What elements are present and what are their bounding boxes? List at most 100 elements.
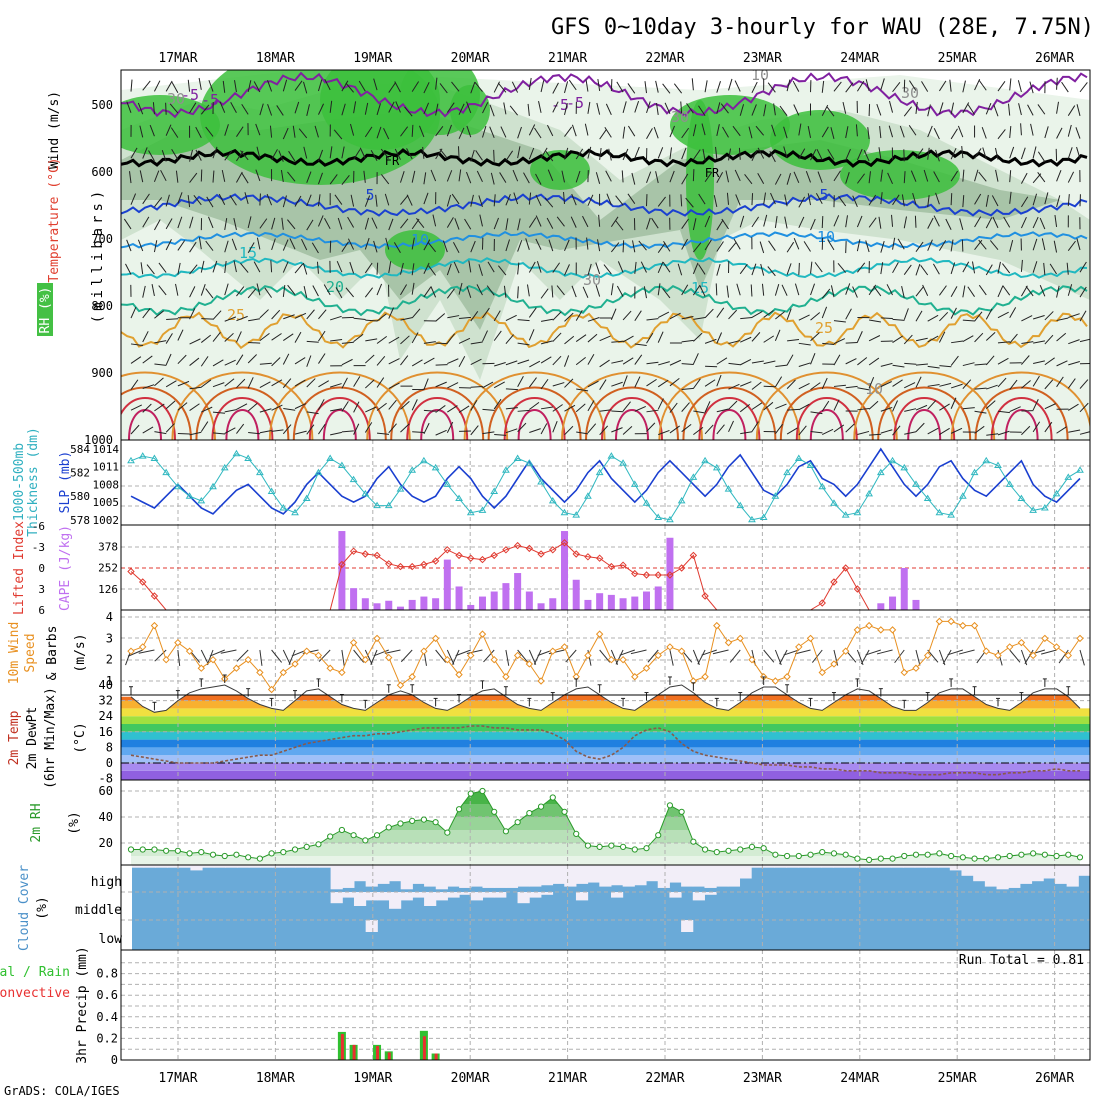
wind-barb [845, 148, 851, 161]
thickness-point [279, 504, 288, 511]
wind-barb [959, 218, 964, 231]
wind-barb [376, 262, 379, 275]
wind10m-barb [630, 649, 647, 655]
wind-barb [950, 427, 963, 434]
wind-barb [400, 284, 408, 296]
wind-barb [632, 240, 636, 253]
rh2m-point [526, 810, 533, 817]
wind-barb [208, 216, 214, 229]
wind-barb [435, 126, 444, 137]
wind-barb [1053, 240, 1058, 253]
wind10m-barb [209, 649, 225, 657]
thickness-point [771, 492, 780, 499]
wind-barb [423, 192, 429, 205]
wind-barb [306, 219, 314, 231]
date-label-top: 22MAR [645, 51, 684, 66]
cloud-clear-cell [599, 865, 612, 887]
wind-barb [478, 264, 483, 276]
wind10m-point [478, 630, 487, 638]
wind-barb [365, 319, 378, 322]
wind-barb [701, 123, 706, 136]
wind-barb [482, 381, 494, 389]
wind10m-point [595, 630, 604, 638]
cloud-clear-cell [353, 865, 367, 882]
wind-barb [412, 431, 425, 433]
wind-barb [604, 127, 612, 138]
contour-label: FR [705, 166, 720, 180]
contour-label: -5 [181, 86, 199, 104]
wind-barb [692, 218, 697, 231]
wind-barb [337, 217, 343, 230]
wind-barb [1067, 171, 1075, 183]
wind-barb [997, 285, 1004, 298]
wind-barb [482, 431, 495, 435]
wind-barb [587, 380, 599, 388]
wind-barb [282, 424, 292, 435]
wind10m-point [830, 660, 838, 668]
wind-barb [317, 79, 323, 92]
li-point [572, 550, 580, 558]
wind-barb [517, 262, 520, 275]
rh2m-point [936, 850, 943, 857]
wind-barb [517, 146, 521, 159]
wind-barb [775, 364, 788, 367]
wind-barb [493, 217, 499, 230]
wind-barb [798, 382, 810, 390]
wind-barb [686, 103, 694, 114]
wind-barb [287, 219, 296, 230]
wind-barb [394, 81, 401, 93]
wind-barb [505, 194, 511, 206]
li-point [549, 546, 557, 554]
cloud-clear-cell [938, 865, 951, 868]
wind10m-point [853, 626, 862, 634]
thickness-tick-label: 582 [70, 467, 90, 480]
wind-barb [388, 101, 395, 113]
wind-barb [248, 341, 261, 344]
wind-barb [845, 126, 849, 139]
wind-barb [451, 193, 460, 205]
wind-barb [833, 384, 846, 387]
wind-barb [289, 238, 296, 250]
wind-barb [627, 83, 636, 94]
wind-barb [200, 284, 206, 296]
wind-barb [852, 195, 858, 207]
rh2m-point [151, 846, 158, 853]
cloud-clear-cell [739, 865, 752, 879]
wind-barb [657, 283, 661, 296]
wind-barb [517, 319, 530, 322]
wind-barb [878, 147, 882, 160]
wind-barb [658, 361, 670, 366]
wind-barb [833, 354, 841, 366]
wind-barb [1009, 78, 1012, 91]
upper-axis-labels: Wind (m/s) Temperature (°C) RH (%) (mill… [37, 91, 106, 336]
wind-barb [126, 239, 132, 252]
wind-barb [283, 408, 296, 411]
wind10m-point [771, 677, 780, 685]
cloud-clear-cell [494, 865, 507, 888]
wind-barb [704, 424, 714, 435]
cloud-clear-cell [260, 865, 273, 868]
wind-barb [388, 336, 400, 344]
wind-barb [698, 264, 706, 275]
wind-barb [857, 387, 870, 391]
cloud-clear-cell [1054, 865, 1068, 884]
wind-barb [773, 103, 776, 116]
wind-barb [904, 382, 916, 389]
wind-barb [435, 77, 438, 90]
rh2m-point [432, 819, 439, 826]
wind-barb [1068, 403, 1079, 411]
wind-barb [1020, 259, 1023, 272]
wind-barb [1066, 262, 1069, 275]
wind-barb [923, 169, 929, 182]
wind-barb [833, 215, 840, 227]
wind-barb [500, 126, 507, 138]
wind-barb [294, 331, 302, 343]
wind-barb [939, 382, 952, 387]
wind-barb [458, 405, 470, 413]
thickness-point [138, 452, 147, 459]
wind-barb [341, 146, 345, 159]
wind-barb [165, 353, 172, 366]
wind-barb [786, 241, 795, 253]
wind10m-barb [958, 649, 975, 655]
